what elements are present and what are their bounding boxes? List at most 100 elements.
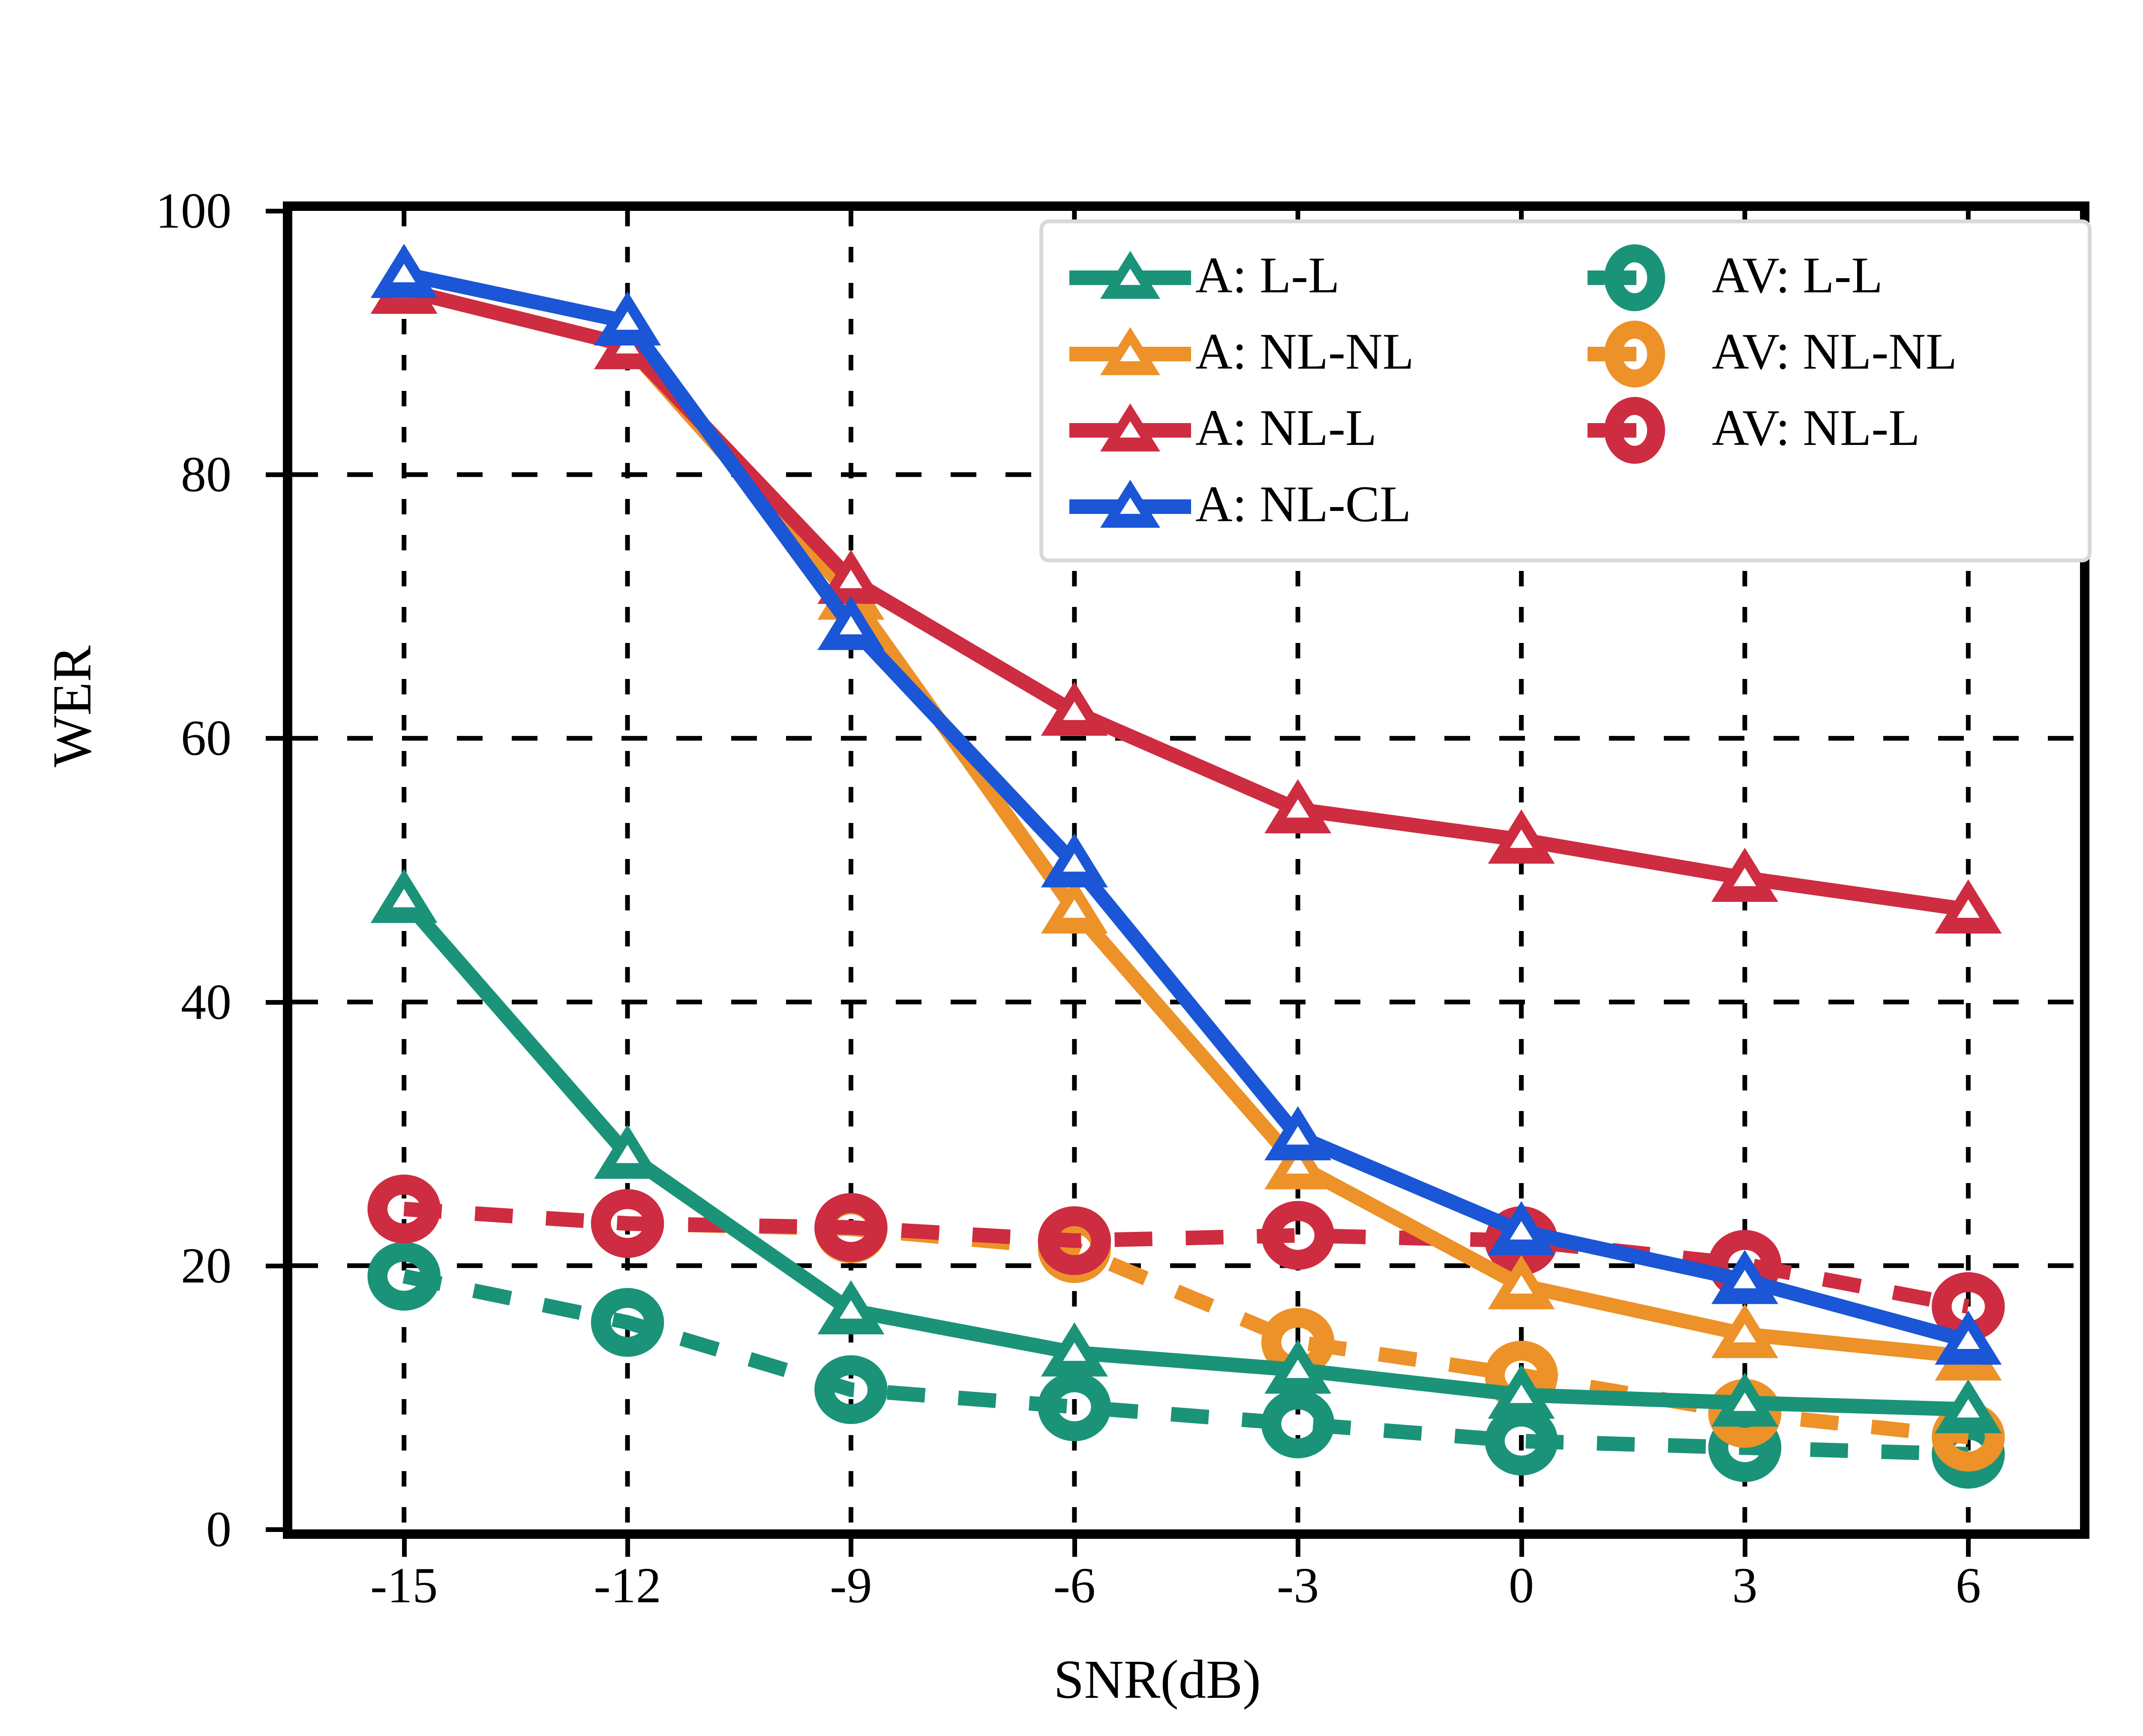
legend-entry-label: AV: NL-NL [1712,323,1957,380]
marker-inner [616,1144,639,1163]
marker-inner [1957,1331,1980,1349]
data-point-marker [814,1193,888,1262]
x-tick-label: 3 [1732,1557,1758,1613]
legend-entry[interactable]: AV: NL-NL [1583,316,1957,392]
y-tick-mark [266,209,283,213]
marker-inner [1733,1324,1756,1343]
marker-inner [1286,1359,1309,1378]
y-tick-mark [266,1000,283,1005]
marker-inner [839,1300,862,1319]
legend-entry-label: AV: L-L [1712,246,1883,303]
legend-entry[interactable]: A: NL-CL [1067,469,1414,545]
x-axis-label: SNR(dB) [1053,1649,1261,1710]
legend-entry-label: AV: NL-L [1712,399,1920,456]
legend-entry[interactable]: AV: NL-L [1583,392,1957,469]
marker-inner [1733,1270,1756,1288]
series-line [402,1269,1969,1462]
legend-column-right: AV: L-L AV: NL-NL AV: NL-L [1583,240,1957,469]
marker-inner [1063,1342,1086,1361]
legend-entry-label: A: NL-L [1195,399,1377,456]
marker-inner [1510,829,1533,848]
x-tick-mark [402,1539,407,1557]
marker-inner [1733,868,1756,886]
series-a-nl-cl [370,243,2002,1365]
marker-inner [1957,1399,1980,1418]
marker-inner [393,889,416,907]
x-tick-mark [625,1539,630,1557]
marker-inner [616,311,639,330]
y-tick-mark [266,472,283,478]
series-line [403,1201,1970,1314]
x-tick-label: 6 [1955,1557,1981,1613]
marker-inner [839,570,862,589]
marker-inner [1733,1392,1756,1411]
x-tick-mark [1519,1539,1524,1557]
x-tick-mark [1296,1539,1301,1557]
legend-entry[interactable]: A: L-L [1067,240,1414,316]
legend-column-left: A: L-L A: NL-NL A: NL-L A: NL-CL [1067,240,1414,545]
legend-sample-icon [1067,316,1195,392]
x-tick-label: -9 [830,1557,872,1613]
legend-entry-label: A: L-L [1195,246,1340,303]
data-point-marker [1038,1206,1111,1275]
marker-inner [1510,1221,1533,1240]
x-tick-label: -3 [1277,1557,1319,1613]
x-tick-mark [1072,1539,1077,1557]
marker-inner [1510,1275,1533,1294]
x-tick-label: 0 [1509,1557,1534,1613]
data-point-marker [1485,1406,1558,1476]
legend-sample-icon [1583,392,1712,469]
x-tick-label: -6 [1053,1557,1096,1613]
marker-inner [839,616,862,634]
legend-sample-icon [1067,392,1195,469]
data-series-layer [367,243,2005,1489]
series-line [403,1201,1969,1445]
y-tick-mark [266,1527,283,1532]
y-tick-label: 60 [181,710,231,766]
x-tick-mark [1966,1539,1971,1557]
legend-entry-label: A: NL-CL [1195,475,1411,532]
data-point-marker [591,1288,664,1357]
legend-marker-inner [1120,497,1141,514]
series-line [398,894,1969,1417]
legend-sample-icon [1067,240,1195,316]
series-line [402,267,1970,1348]
x-tick-mark [1742,1539,1747,1557]
data-point-marker [367,1242,441,1311]
marker-inner [1510,1385,1533,1403]
marker-inner [1063,899,1086,918]
marker-inner [393,264,416,282]
series-a-l-l [370,868,2002,1433]
y-tick-label: 100 [156,183,231,239]
y-tick-label: 0 [206,1501,231,1557]
legend-entry[interactable]: A: NL-L [1067,392,1414,469]
legend-sample-icon [1067,469,1195,545]
x-tick-label: -15 [370,1557,438,1613]
data-point-marker [367,1174,441,1243]
data-point-marker [1261,1201,1335,1270]
data-point-marker [814,1355,888,1424]
marker-inner [1286,799,1309,818]
marker-inner [1063,701,1086,720]
data-point-marker [1261,1389,1335,1459]
y-tick-mark [266,736,283,741]
x-tick-mark [849,1539,854,1557]
y-tick-label: 20 [181,1237,231,1294]
legend-entry-label: A: NL-NL [1195,323,1414,380]
x-tick-label: -12 [594,1557,661,1613]
y-tick-label: 80 [181,446,231,503]
legend-sample-icon [1583,240,1712,316]
series-av-nl-l [367,1174,2005,1341]
marker-inner [1063,853,1086,872]
chart-legend: A: L-L A: NL-NL A: NL-L A: NL-CL AV: L-L AV:… [1039,219,2092,562]
legend-entry[interactable]: AV: L-L [1583,240,1957,316]
legend-sample-icon [1583,316,1712,392]
y-tick-mark [266,1263,283,1268]
marker-inner [1286,1126,1309,1145]
marker-inner [1957,899,1980,918]
data-point-marker [1038,1372,1111,1442]
legend-entry[interactable]: A: NL-NL [1067,316,1414,392]
legend-marker-inner [1120,421,1141,438]
data-point-marker [591,1189,664,1258]
